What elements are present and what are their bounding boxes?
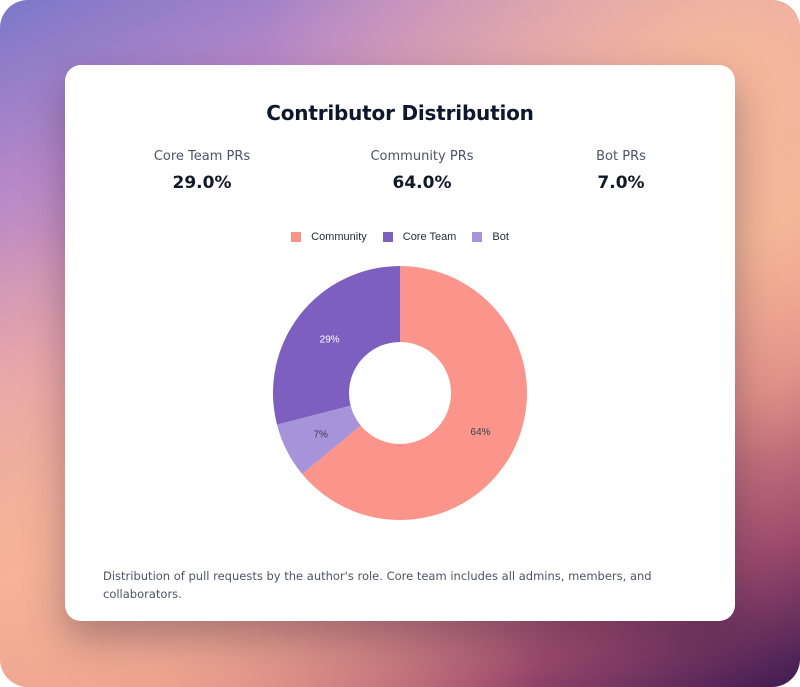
chart-footnote: Distribution of pull requests by the aut… [103,569,652,601]
stat-value: 7.0% [597,173,645,193]
stat-label: Bot PRs [596,149,646,164]
legend-swatch [472,232,483,242]
stat-value: 29.0% [172,173,232,193]
page-title: Contributor Distribution [266,101,534,125]
chart-legend: Community Core Team Bot [65,231,735,243]
legend-item-core-team[interactable]: Core Team [382,231,457,243]
stat-bot: Bot PRs 7.0% [531,149,711,193]
legend-label: Community [311,231,367,243]
stat-core-team: Core Team PRs 29.0% [112,149,292,193]
legend-swatch [291,232,302,242]
donut-slice-bot[interactable] [276,405,361,474]
chart-card: Contributor Distribution Core Team PRs 2… [65,65,735,621]
donut-label-core-team: 29% [320,334,340,345]
donut-label-community: 64% [471,427,491,438]
donut-label-bot: 7% [313,429,328,440]
legend-swatch [382,232,393,242]
donut-slice-core-team[interactable] [273,266,400,425]
legend-item-bot[interactable]: Bot [472,231,509,243]
stat-community: Community PRs 64.0% [332,149,512,193]
stat-label: Community PRs [370,149,474,164]
stat-value: 64.0% [392,173,452,193]
legend-label: Bot [492,231,509,243]
donut-slice-community[interactable] [302,266,527,520]
donut-chart: 64% 7% 29% [273,266,527,520]
stat-label: Core Team PRs [153,149,251,164]
legend-label: Core Team [402,231,457,243]
legend-item-community[interactable]: Community [291,231,367,243]
